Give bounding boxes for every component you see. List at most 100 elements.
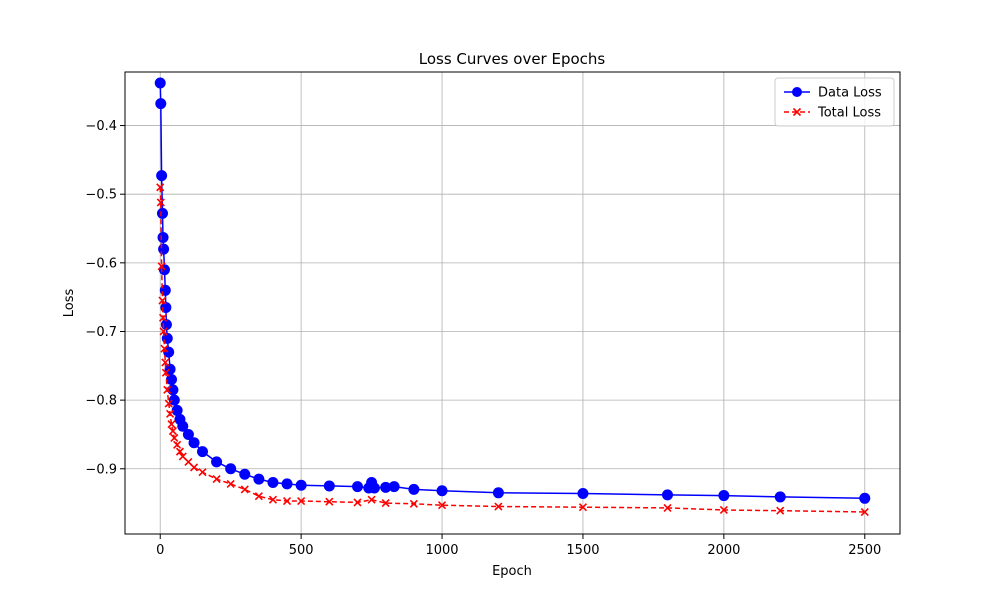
data-point bbox=[156, 207, 168, 219]
series-layer bbox=[154, 77, 871, 517]
data-point bbox=[157, 262, 166, 271]
series-line bbox=[159, 187, 865, 513]
data-point bbox=[158, 296, 167, 305]
data-point bbox=[158, 313, 168, 322]
data-point bbox=[226, 479, 235, 488]
legend: Data Loss Total Loss bbox=[774, 77, 895, 127]
data-point bbox=[268, 495, 278, 504]
data-point bbox=[859, 492, 871, 504]
data-point bbox=[155, 98, 167, 110]
series-0 bbox=[154, 77, 871, 504]
data-point bbox=[168, 426, 177, 436]
data-point bbox=[492, 487, 504, 499]
data-point bbox=[189, 463, 199, 472]
data-point bbox=[173, 440, 182, 449]
chart-title: Loss Curves over Epochs bbox=[419, 50, 606, 68]
data-point bbox=[154, 77, 166, 89]
data-point bbox=[166, 374, 177, 386]
plot-frame bbox=[124, 71, 901, 535]
data-point bbox=[175, 447, 185, 456]
grid bbox=[125, 72, 900, 534]
data-point bbox=[253, 473, 265, 485]
data-point bbox=[171, 404, 183, 416]
x-tick-label: 2500 bbox=[848, 543, 881, 558]
data-point bbox=[160, 344, 169, 353]
data-point bbox=[211, 456, 223, 468]
data-point bbox=[167, 420, 176, 429]
data-point bbox=[159, 327, 168, 336]
data-point bbox=[325, 497, 334, 506]
data-point bbox=[436, 485, 448, 497]
data-point bbox=[282, 496, 292, 506]
data-point bbox=[295, 479, 307, 491]
data-point bbox=[198, 468, 207, 477]
data-point bbox=[297, 496, 306, 506]
data-point bbox=[281, 478, 293, 490]
data-point bbox=[388, 481, 400, 493]
y-tick-label: −0.8 bbox=[85, 394, 117, 409]
data-point bbox=[719, 505, 728, 515]
y-tick-label: −0.7 bbox=[85, 325, 117, 340]
data-point bbox=[197, 446, 208, 458]
data-point bbox=[156, 198, 165, 207]
data-point bbox=[161, 368, 170, 377]
data-point bbox=[239, 468, 251, 480]
y-axis: −0.4 −0.5 −0.6 −0.7 −0.8 −0.9 bbox=[85, 119, 125, 477]
x-axis-title: Epoch bbox=[492, 564, 532, 579]
data-point bbox=[776, 506, 785, 515]
data-point bbox=[161, 358, 170, 367]
data-point bbox=[188, 437, 200, 449]
data-point bbox=[163, 385, 172, 394]
data-point bbox=[368, 482, 380, 494]
x-tick-label: 1500 bbox=[566, 543, 599, 558]
data-point bbox=[157, 231, 169, 243]
data-point bbox=[156, 183, 165, 192]
data-point bbox=[577, 487, 589, 499]
legend-marker bbox=[792, 107, 802, 117]
data-point bbox=[718, 490, 730, 502]
data-point bbox=[437, 501, 447, 510]
data-point bbox=[156, 170, 168, 182]
data-point bbox=[860, 507, 869, 517]
data-point bbox=[352, 481, 363, 493]
legend-label: Data Loss bbox=[818, 86, 882, 101]
x-axis: 0 500 1000 1500 2000 2500 bbox=[156, 534, 881, 558]
data-point bbox=[158, 243, 170, 255]
x-tick-label: 500 bbox=[289, 543, 314, 558]
data-point bbox=[381, 499, 390, 508]
data-point bbox=[225, 463, 237, 475]
data-point bbox=[166, 409, 175, 418]
y-tick-label: −0.4 bbox=[85, 119, 117, 134]
data-point bbox=[168, 394, 180, 406]
data-point bbox=[254, 492, 263, 501]
x-tick-label: 1000 bbox=[425, 543, 458, 558]
plot-background bbox=[125, 72, 900, 534]
data-point bbox=[494, 502, 503, 511]
y-axis-title: Loss bbox=[62, 289, 77, 318]
data-point bbox=[409, 499, 418, 508]
data-point bbox=[774, 491, 786, 503]
legend-frame bbox=[774, 77, 895, 127]
data-point bbox=[367, 495, 376, 504]
y-tick-label: −0.9 bbox=[85, 462, 117, 477]
series-1 bbox=[156, 183, 869, 517]
data-point bbox=[167, 384, 179, 396]
y-tick-label: −0.5 bbox=[85, 188, 117, 203]
data-point bbox=[212, 475, 221, 484]
y-tick-label: −0.6 bbox=[85, 256, 117, 271]
data-point bbox=[578, 503, 588, 512]
data-point bbox=[240, 485, 249, 494]
data-point bbox=[177, 420, 189, 432]
data-point bbox=[267, 477, 279, 489]
data-point bbox=[380, 481, 392, 493]
data-point bbox=[662, 489, 673, 501]
data-point bbox=[663, 503, 672, 512]
legend-label: Total Loss bbox=[817, 106, 881, 121]
data-point bbox=[408, 483, 420, 495]
x-tick-label: 0 bbox=[156, 543, 164, 558]
data-point bbox=[164, 399, 173, 408]
x-tick-label: 2000 bbox=[707, 543, 740, 558]
data-point bbox=[353, 498, 362, 507]
